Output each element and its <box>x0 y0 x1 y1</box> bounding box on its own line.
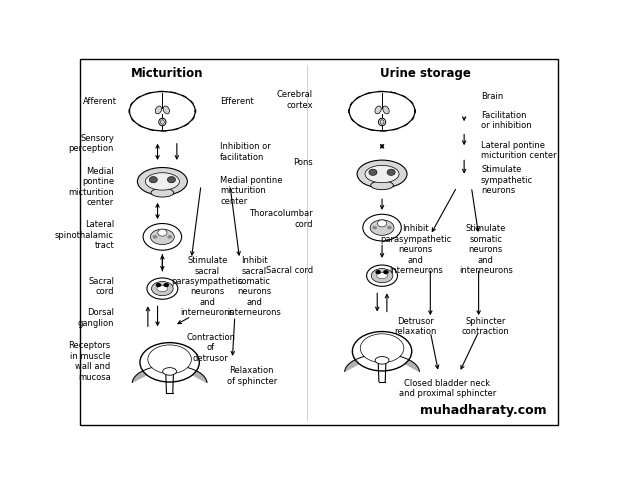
Ellipse shape <box>160 120 164 124</box>
Ellipse shape <box>370 220 394 235</box>
Circle shape <box>387 169 395 175</box>
Text: Lateral pontine
micturition center: Lateral pontine micturition center <box>481 141 557 160</box>
Text: Stimulate
somatic
neurons
and
interneurons: Stimulate somatic neurons and interneuro… <box>459 225 513 275</box>
Ellipse shape <box>155 106 161 114</box>
Text: Brain: Brain <box>481 92 503 101</box>
Polygon shape <box>388 355 419 372</box>
Ellipse shape <box>157 286 168 291</box>
Ellipse shape <box>365 165 399 183</box>
Text: Afferent: Afferent <box>82 97 117 107</box>
Ellipse shape <box>158 229 167 236</box>
Circle shape <box>163 283 169 287</box>
Text: Dorsal
ganglion: Dorsal ganglion <box>78 309 114 328</box>
Text: Medial
pontine
micturition
center: Medial pontine micturition center <box>69 167 114 207</box>
Ellipse shape <box>383 106 389 114</box>
Text: Cerebral
cortex: Cerebral cortex <box>277 90 313 110</box>
Text: Facilitation
or inhibition: Facilitation or inhibition <box>481 111 531 130</box>
Text: Sacral cord: Sacral cord <box>266 265 313 275</box>
Text: Sphincter
contraction: Sphincter contraction <box>462 317 510 336</box>
Polygon shape <box>132 366 164 383</box>
Ellipse shape <box>371 181 393 190</box>
Polygon shape <box>350 92 415 131</box>
Ellipse shape <box>371 269 393 283</box>
Polygon shape <box>345 355 376 372</box>
Circle shape <box>373 226 377 229</box>
Ellipse shape <box>143 224 182 250</box>
Text: Closed bladder neck
and proximal sphincter: Closed bladder neck and proximal sphinct… <box>399 379 496 398</box>
Text: Sacral
cord: Sacral cord <box>88 277 114 297</box>
Text: Inhibition or
facilitation: Inhibition or facilitation <box>221 142 271 162</box>
Circle shape <box>383 270 389 274</box>
Ellipse shape <box>378 118 386 126</box>
Ellipse shape <box>375 357 389 364</box>
Ellipse shape <box>148 345 191 374</box>
Ellipse shape <box>147 278 178 299</box>
Ellipse shape <box>375 106 381 114</box>
Text: Medial pontine
micturition
center: Medial pontine micturition center <box>221 176 283 205</box>
Text: Relaxation
of sphincter: Relaxation of sphincter <box>227 367 277 386</box>
Ellipse shape <box>163 368 176 375</box>
Text: Receptors
in muscle
wall and
mucosa: Receptors in muscle wall and mucosa <box>69 341 111 382</box>
Ellipse shape <box>150 229 174 245</box>
Text: muhadharaty.com: muhadharaty.com <box>419 404 546 417</box>
Circle shape <box>153 235 158 239</box>
Ellipse shape <box>353 332 412 371</box>
Ellipse shape <box>145 173 179 190</box>
Text: Detrusor
relaxation: Detrusor relaxation <box>394 317 437 336</box>
Text: Stimulate
sympathetic
neurons: Stimulate sympathetic neurons <box>481 166 533 195</box>
Text: Inhibit
sacral
somatic
neurons
and
interneurons: Inhibit sacral somatic neurons and inter… <box>227 256 281 317</box>
Ellipse shape <box>140 343 199 382</box>
Circle shape <box>369 169 377 175</box>
Polygon shape <box>130 92 195 131</box>
Text: Thoracolumbar
cord: Thoracolumbar cord <box>249 209 313 229</box>
Text: Stimulate
sacral
parasympathetic
neurons
and
interneurons: Stimulate sacral parasympathetic neurons… <box>172 256 243 317</box>
Text: Sensory
perception: Sensory perception <box>69 133 114 153</box>
Ellipse shape <box>357 160 407 188</box>
Ellipse shape <box>163 106 169 114</box>
Ellipse shape <box>377 273 388 278</box>
Text: Contraction
of
detrusor: Contraction of detrusor <box>186 333 235 362</box>
Text: Pons: Pons <box>293 158 313 168</box>
Ellipse shape <box>360 334 404 362</box>
Ellipse shape <box>151 281 173 296</box>
Ellipse shape <box>159 118 166 126</box>
Circle shape <box>168 235 172 239</box>
Circle shape <box>149 177 158 183</box>
Text: Lateral
spinothalamic
tract: Lateral spinothalamic tract <box>55 220 114 250</box>
Text: Inhibit
parasympathetic
neurons
and
interneurons: Inhibit parasympathetic neurons and inte… <box>380 225 452 275</box>
Text: Urine storage: Urine storage <box>380 67 471 80</box>
Ellipse shape <box>138 168 188 195</box>
Ellipse shape <box>151 188 174 197</box>
Polygon shape <box>176 366 207 383</box>
Text: Efferent: Efferent <box>221 97 254 107</box>
Text: Micturition: Micturition <box>131 67 204 80</box>
Ellipse shape <box>363 214 401 241</box>
Ellipse shape <box>380 120 384 124</box>
Circle shape <box>376 270 381 274</box>
Circle shape <box>168 177 176 183</box>
Circle shape <box>156 283 161 287</box>
Ellipse shape <box>366 265 397 286</box>
Ellipse shape <box>378 220 387 227</box>
Circle shape <box>387 226 392 229</box>
